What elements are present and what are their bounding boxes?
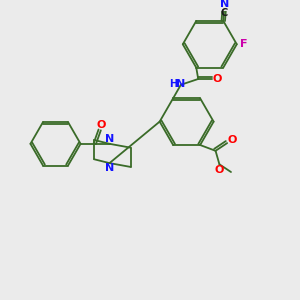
- Text: F: F: [240, 39, 247, 49]
- Text: N: N: [105, 134, 114, 144]
- Text: N: N: [176, 79, 185, 89]
- Text: H: H: [169, 79, 177, 89]
- Text: N: N: [105, 163, 114, 173]
- Text: O: O: [215, 165, 224, 175]
- Text: O: O: [213, 74, 222, 84]
- Text: O: O: [227, 135, 237, 145]
- Text: C: C: [220, 8, 228, 18]
- Text: O: O: [96, 121, 106, 130]
- Text: N: N: [220, 0, 229, 8]
